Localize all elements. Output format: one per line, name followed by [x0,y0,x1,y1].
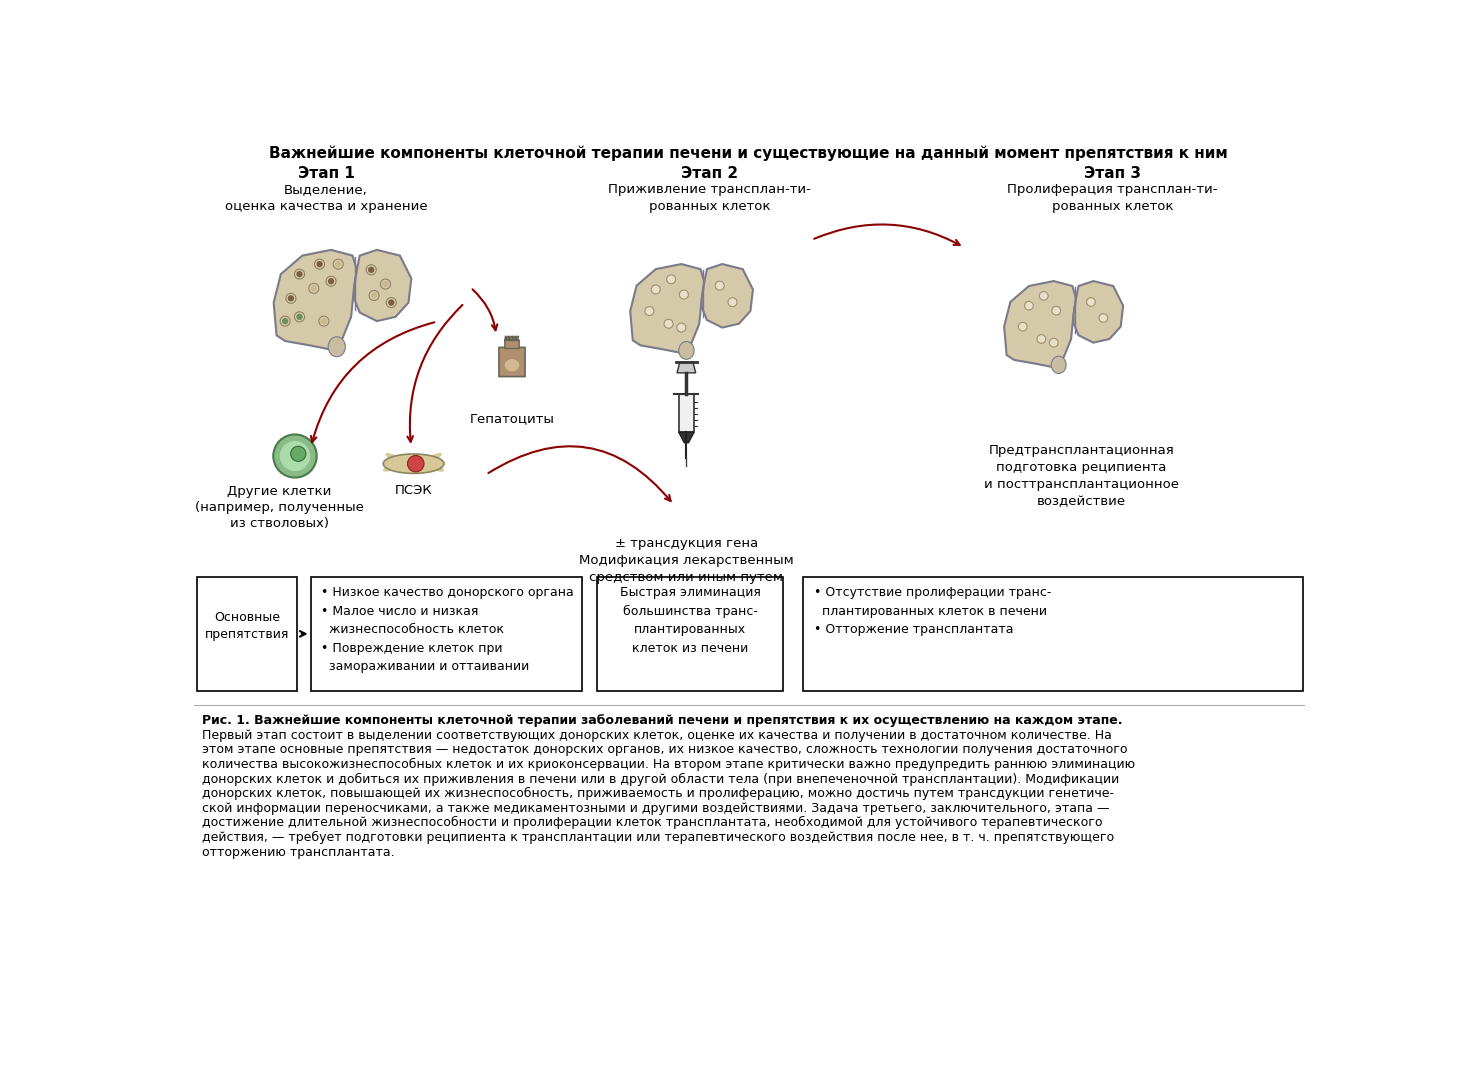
Circle shape [1087,297,1096,307]
Text: количества высокожизнеспособных клеток и их криоконсервации. На втором этапе кри: количества высокожизнеспособных клеток и… [202,758,1135,770]
Polygon shape [701,264,752,327]
Text: Первый этап состоит в выделении соответствующих донорских клеток, оценке их каче: Первый этап состоит в выделении соответс… [202,729,1112,741]
Circle shape [281,441,310,471]
Text: Рис. 1. Важнейшие компоненты клеточной терапии заболеваний печени и препятствия : Рис. 1. Важнейшие компоненты клеточной т… [202,714,1122,727]
Circle shape [716,281,725,290]
Text: Основные
препятствия: Основные препятствия [205,612,289,642]
Text: Быстрая элиминация
большинства транс-
плантированных
клеток из печени: Быстрая элиминация большинства транс- пл… [619,586,761,655]
Circle shape [335,261,342,267]
Circle shape [408,456,424,472]
Text: ской информации переносчиками, а также медикаментозными и другими воздействиями.: ской информации переносчиками, а также м… [202,802,1109,814]
Text: этом этапе основные препятствия — недостаток донорских органов, их низкое качест: этом этапе основные препятствия — недост… [202,744,1128,756]
Circle shape [652,285,660,294]
Circle shape [288,295,294,302]
Text: ПСЭК: ПСЭК [394,485,432,498]
Ellipse shape [679,341,694,359]
Circle shape [321,318,327,324]
Text: Этап 3: Этап 3 [1084,165,1141,180]
Text: Приживление трансплан­ти-
рованных клеток: Приживление трансплан­ти- рованных клето… [608,182,811,212]
FancyBboxPatch shape [506,340,519,349]
Text: Этап 1: Этап 1 [298,165,355,180]
Circle shape [368,267,374,273]
Circle shape [273,435,317,477]
Text: • Низкое качество донорского органа
• Малое число и низкая
  жизнеспособность кл: • Низкое качество донорского органа • Ма… [320,586,573,673]
Circle shape [297,313,302,320]
Polygon shape [679,394,694,432]
Circle shape [676,323,685,332]
Ellipse shape [1052,356,1067,373]
FancyBboxPatch shape [500,348,524,377]
Circle shape [1039,292,1048,300]
FancyBboxPatch shape [311,577,581,691]
Text: Этап 2: Этап 2 [681,165,738,180]
Text: действия, — требует подготовки реципиента к трансплантации или терапевтического : действия, — требует подготовки реципиент… [202,831,1115,844]
Circle shape [291,446,305,461]
FancyBboxPatch shape [802,577,1303,691]
FancyBboxPatch shape [197,577,298,691]
Polygon shape [679,432,694,443]
Polygon shape [630,264,704,353]
Text: ± трансдукция гена
Модификация лекарственным
средством или иным путем: ± трансдукция гена Модификация лекарстве… [579,536,793,584]
Circle shape [1024,302,1033,310]
Polygon shape [1004,281,1077,367]
Text: Пролиферация трансплан­ти-
рованных клеток: Пролиферация трансплан­ти- рованных клет… [1008,182,1218,212]
Circle shape [371,292,377,298]
Ellipse shape [383,454,444,473]
Polygon shape [354,250,412,321]
Circle shape [1049,338,1058,347]
FancyBboxPatch shape [598,577,783,691]
Text: Другие клетки
(например, полученные
из стволовых): Другие клетки (например, полученные из с… [196,485,364,530]
Circle shape [665,320,674,328]
Ellipse shape [383,461,408,472]
Text: Гепатоциты: Гепатоциты [469,412,554,425]
Circle shape [644,307,655,315]
Circle shape [389,299,394,306]
Ellipse shape [504,359,519,371]
Text: донорских клеток и добиться их приживления в печени или в другой области тела (п: донорских клеток и добиться их приживлен… [202,773,1119,785]
Text: отторжению трансплантата.: отторжению трансплантата. [202,846,394,858]
Circle shape [311,285,317,292]
Text: Предтрансплантационная
подготовка реципиента
и посттрансплантационное
воздействи: Предтрансплантационная подготовка реципи… [985,444,1179,509]
Circle shape [383,281,389,288]
Text: Выделение,
оценка качества и хранение: Выделение, оценка качества и хранение [225,182,427,212]
Circle shape [679,290,688,299]
Text: достижение длительной жизнеспособности и пролиферации клеток трансплантата, необ: достижение длительной жизнеспособности и… [202,817,1103,829]
Circle shape [666,275,675,283]
Ellipse shape [419,461,444,472]
Circle shape [327,278,335,284]
Polygon shape [1074,281,1124,342]
Circle shape [1052,306,1061,315]
Circle shape [728,297,736,307]
Ellipse shape [419,453,441,467]
Polygon shape [273,250,356,350]
Circle shape [297,271,302,277]
Circle shape [282,318,288,324]
Ellipse shape [329,337,345,356]
Polygon shape [676,363,695,372]
Text: • Отсутствие пролиферации транс-
  плантированных клеток в печени
• Отторжение т: • Отсутствие пролиферации транс- плантир… [814,586,1052,636]
Circle shape [317,261,323,267]
Text: Важнейшие компоненты клеточной терапии печени и существующие на данный момент пр: Важнейшие компоненты клеточной терапии п… [269,146,1227,161]
Circle shape [1099,313,1107,322]
Text: донорских клеток, повышающей их жизнеспособность, приживаемость и пролиферацию, : донорских клеток, повышающей их жизнеспо… [202,788,1113,800]
Circle shape [1018,322,1027,330]
Ellipse shape [386,453,408,467]
Circle shape [1037,335,1046,343]
